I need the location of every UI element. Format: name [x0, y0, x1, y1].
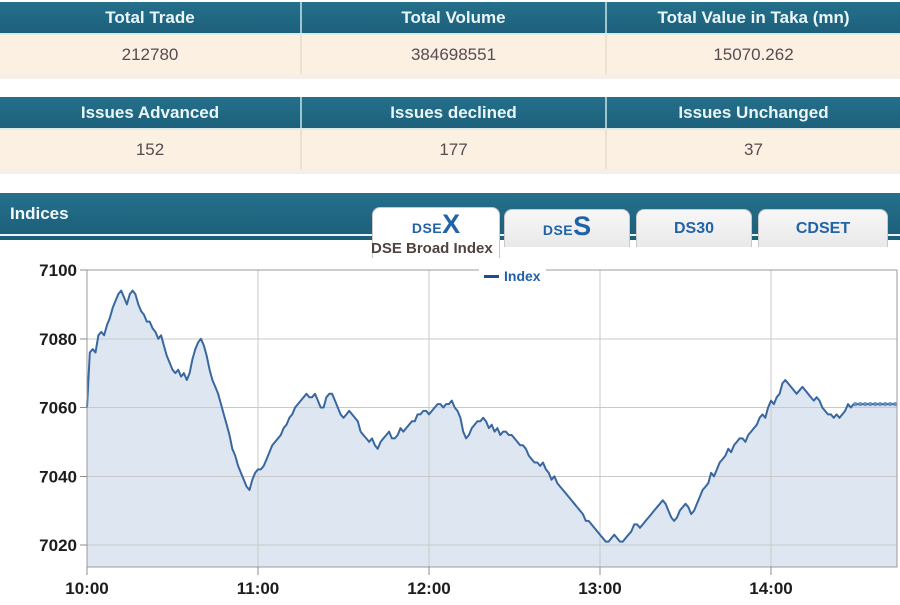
table-bottom-strip	[0, 169, 900, 174]
tab-dsex-suffix: X	[442, 209, 461, 239]
summary-table-trade: Total Trade Total Volume Total Value in …	[0, 2, 900, 79]
chart-legend: Index	[479, 268, 546, 284]
x-axis-label: 12:00	[407, 579, 450, 598]
summary-table-issues: Issues Advanced Issues declined Issues U…	[0, 97, 900, 174]
legend-series-label: Index	[504, 268, 541, 284]
y-axis-label: 7080	[39, 330, 77, 349]
tab-dsex[interactable]: DSE X	[372, 207, 500, 258]
x-axis-label: 11:00	[237, 579, 280, 598]
tab-cdset-label: CDSET	[795, 220, 851, 237]
header-issues-advanced: Issues Advanced	[0, 97, 300, 128]
index-area-chart-svg: 7100 7080 7060 7040 7020 10:00 11:00 12:00 13:00…	[39, 261, 898, 598]
value-total-trade: 212780	[0, 35, 300, 74]
index-area-fill	[87, 290, 897, 567]
value-issues-declined: 177	[300, 130, 605, 169]
summary-table-header-row: Total Trade Total Volume Total Value in …	[0, 2, 900, 35]
value-total-volume: 384698551	[300, 35, 605, 74]
header-total-trade: Total Trade	[0, 2, 300, 33]
y-axis-label: 7020	[39, 536, 77, 555]
tab-ds30[interactable]: DS30	[636, 209, 752, 247]
tab-dses[interactable]: DSE S	[504, 209, 630, 247]
tab-dsex-prefix: DSE	[411, 220, 443, 236]
x-axis-label: 14:00	[749, 579, 792, 598]
y-axis-label: 7040	[39, 467, 77, 486]
header-total-value: Total Value in Taka (mn)	[605, 2, 900, 33]
value-total-value: 15070.262	[605, 35, 900, 74]
indices-title: Indices	[10, 204, 69, 223]
value-issues-unchanged: 37	[605, 130, 900, 169]
legend-line-marker-icon	[484, 274, 499, 278]
chart-title: DSE Broad Index	[371, 240, 493, 257]
tab-cdset[interactable]: CDSET	[758, 209, 888, 247]
value-issues-advanced: 152	[0, 130, 300, 169]
issues-table-header-row: Issues Advanced Issues declined Issues U…	[0, 97, 900, 130]
header-issues-unchanged: Issues Unchanged	[605, 97, 900, 128]
x-axis-label: 10:00	[65, 579, 108, 598]
table-bottom-strip	[0, 74, 900, 79]
index-line	[86, 289, 897, 543]
x-axis-label: 13:00	[578, 579, 621, 598]
tab-ds30-label: DS30	[673, 220, 715, 237]
summary-table-value-row: 212780 384698551 15070.262	[0, 35, 900, 74]
issues-table-value-row: 152 177 37	[0, 130, 900, 169]
index-chart: 7100 7080 7060 7040 7020 10:00 11:00 12:00 13:00…	[0, 255, 900, 600]
tab-dses-prefix: DSE	[542, 222, 574, 238]
header-total-volume: Total Volume	[300, 2, 605, 33]
y-axis-label: 7100	[39, 261, 77, 280]
header-issues-declined: Issues declined	[300, 97, 605, 128]
y-axis-label: 7060	[39, 399, 77, 418]
tab-dses-suffix: S	[573, 211, 592, 241]
